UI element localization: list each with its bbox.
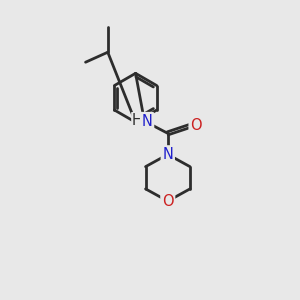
Text: N: N <box>162 147 173 162</box>
Text: O: O <box>162 194 174 208</box>
Text: N: N <box>142 114 152 129</box>
Text: O: O <box>190 118 202 133</box>
Text: H: H <box>132 113 143 128</box>
